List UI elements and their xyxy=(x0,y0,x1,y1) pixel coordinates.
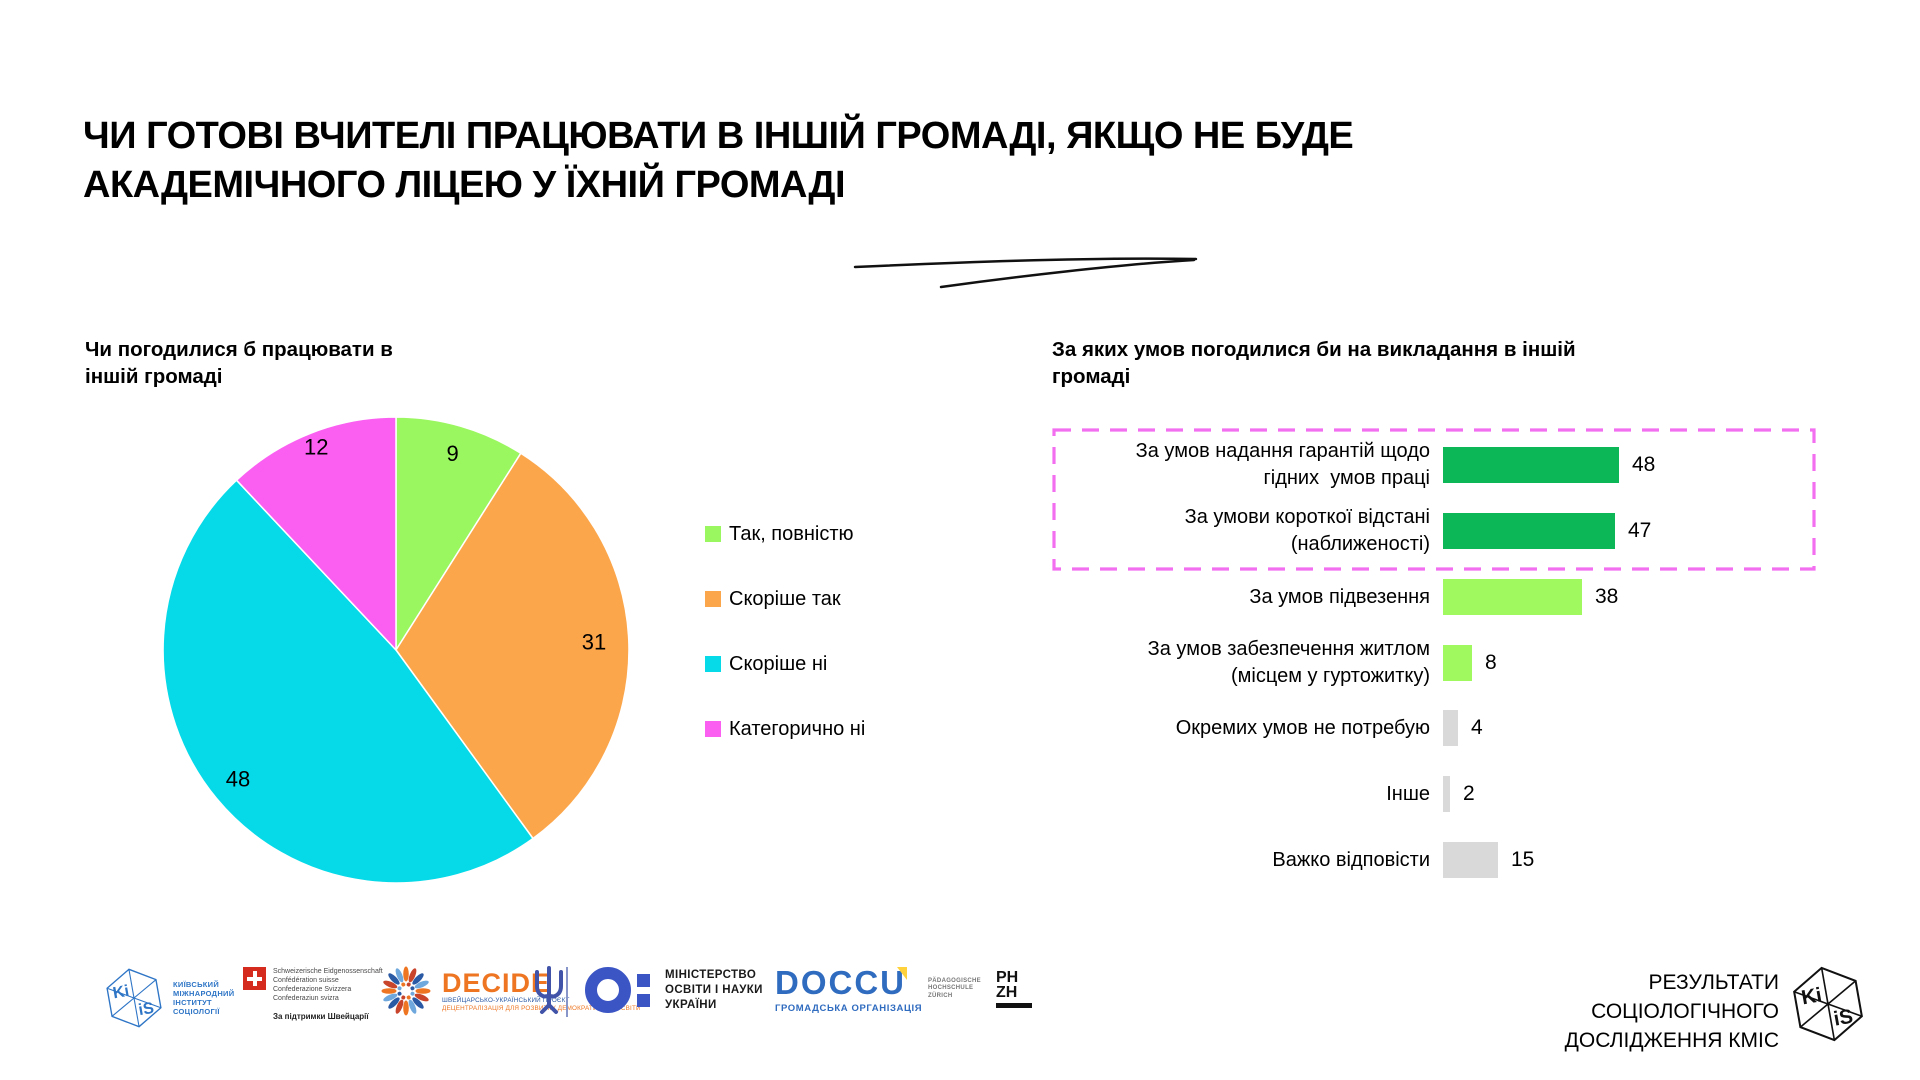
swiss-flag-icon xyxy=(243,967,266,990)
bar-label: За умов забезпечення житлом (місцем у гу… xyxy=(1147,638,1430,687)
source-note-text: РЕЗУЛЬТАТИ СОЦІОЛОГІЧНОГО ДОСЛІДЖЕННЯ КМ… xyxy=(1564,971,1779,1052)
bar-value-label: 8 xyxy=(1485,651,1497,674)
kiis-logo: Ki iS КИЇВСЬКИЙ МІЖНАРОДНИЙ ІНСТИТУТ СОЦІ… xyxy=(103,965,234,1031)
phzh-logo-text: PÄDAGOGISCHE HOCHSCHULE ZÜRICH xyxy=(928,977,981,999)
bar-value-label: 48 xyxy=(1632,453,1656,476)
doccu-logo-text: DOCCU xyxy=(775,964,907,1001)
bar-value-label: 2 xyxy=(1463,782,1475,805)
bar xyxy=(1443,776,1450,812)
svg-text:Ki: Ki xyxy=(1800,984,1824,1009)
bar-label: За умов надання гарантій щодо гідних умо… xyxy=(1135,440,1430,489)
bar-value-label: 47 xyxy=(1628,519,1652,542)
svg-text:Ki: Ki xyxy=(111,982,130,1003)
pie-slice xyxy=(162,479,535,884)
pie-value-label: 9 xyxy=(446,441,458,466)
highlight-box xyxy=(1052,428,1816,571)
phzh-underline xyxy=(996,1003,1032,1008)
swiss-support-text: За підтримки Швейцарії xyxy=(273,1012,369,1021)
pie-slice xyxy=(395,416,522,653)
doccu-yellow-wedge-icon xyxy=(897,967,907,980)
decide-logo-text: DECIDE xyxy=(442,968,551,998)
legend-item: Категорично ні xyxy=(705,717,865,741)
bar-label: Важко відповісти xyxy=(1272,848,1430,871)
pie-slice xyxy=(235,416,397,652)
svg-text:iS: iS xyxy=(1832,1006,1855,1031)
swiss-confederation-logo: Schweizerische Eidgenossenschaft Confédé… xyxy=(243,967,383,1021)
pie-chart: 9 31 48 12 xyxy=(160,407,632,893)
pie-chart-title: Чи погодилися б працювати в іншій громад… xyxy=(85,338,393,388)
underline-flourish-icon xyxy=(853,257,1198,289)
page-title: ЧИ ГОТОВІ ВЧИТЕЛІ ПРАЦЮВАТИ В ІНШІЙ ГРОМ… xyxy=(83,112,1423,210)
bar-label: За умови короткої відстані (наближеності… xyxy=(1184,506,1430,555)
ministry-circle-icon xyxy=(585,967,631,1013)
bar-chart-title: За яких умов погодилися би на викладання… xyxy=(1052,338,1576,388)
swiss-logo-text: Schweizerische Eidgenossenschaft Confédé… xyxy=(273,968,383,1002)
bar xyxy=(1443,447,1619,483)
legend-label: Категорично ні xyxy=(729,718,866,740)
pie-value-label: 12 xyxy=(304,434,328,459)
bar-value-label: 38 xyxy=(1595,585,1619,608)
ukraine-trident-icon xyxy=(528,963,570,1019)
doccu-logo: DOCCU ГРОМАДСЬКА ОРГАНІЗАЦІЯ xyxy=(775,964,923,1015)
pie-value-label: 48 xyxy=(226,767,250,792)
legend-item: Скоріше так xyxy=(705,587,865,611)
legend-item: Так, повністю xyxy=(705,522,865,546)
page-title-line1: ЧИ ГОТОВІ ВЧИТЕЛІ ПРАЦЮВАТИ В ІНШІЙ ГРОМ… xyxy=(83,115,1354,157)
footer-divider xyxy=(566,967,568,1017)
bar-value-label: 4 xyxy=(1471,716,1483,739)
pie-value-label: 31 xyxy=(582,630,606,655)
bar-label: Окремих умов не потребую xyxy=(1175,716,1430,739)
bar-value-label: 15 xyxy=(1511,848,1535,871)
bar xyxy=(1443,645,1472,681)
bar xyxy=(1443,579,1582,615)
legend-label: Скоріше ні xyxy=(729,653,828,675)
legend-label: Так, повністю xyxy=(729,523,854,545)
source-note: РЕЗУЛЬТАТИ СОЦІОЛОГІЧНОГО ДОСЛІДЖЕННЯ КМ… xyxy=(1555,962,1867,1055)
kiis-logo-text: КИЇВСЬКИЙ МІЖНАРОДНИЙ ІНСТИТУТ СОЦІОЛОГІ… xyxy=(173,980,235,1016)
doccu-sub-text: ГРОМАДСЬКА ОРГАНІЗАЦІЯ xyxy=(775,1003,923,1014)
legend-swatch xyxy=(705,526,721,542)
legend-swatch xyxy=(705,591,721,607)
decide-starburst-icon xyxy=(381,966,431,1016)
pie-slice xyxy=(395,452,630,840)
phzh-logo: PÄDAGOGISCHE HOCHSCHULE ZÜRICH PH ZH xyxy=(928,970,1032,1008)
ministry-colon-icon xyxy=(637,973,650,1007)
decide-sub-line1: ШВЕЙЦАРСЬКО-УКРАЇНСЬКИЙ ПРОЄКТ xyxy=(442,997,570,1004)
ministry-education-logo: МІНІСТЕРСТВО ОСВІТИ І НАУКИ УКРАЇНИ xyxy=(585,967,763,1013)
pie-legend: Так, повністю Скоріше так Скоріше ні Катего… xyxy=(705,522,865,741)
svg-text:iS: iS xyxy=(137,999,155,1019)
legend-swatch xyxy=(705,721,721,737)
legend-label: Скоріше так xyxy=(729,588,841,610)
page-title-line2: АКАДЕМІЧНОГО ЛІЦЕЮ У ЇХНІЙ ГРОМАДІ xyxy=(83,164,846,206)
bar-label: Інше xyxy=(1386,782,1430,805)
decide-sub-line2: ДЕЦЕНТРАЛІЗАЦІЯ ДЛЯ РОЗВИТКУ ДЕМОКРАТИЧН… xyxy=(442,1005,641,1012)
bar xyxy=(1443,710,1458,746)
decide-logo: DECIDE ШВЕЙЦАРСЬКО-УКРАЇНСЬКИЙ ПРОЄКТ ДЕ… xyxy=(378,963,641,1019)
legend-item: Скоріше ні xyxy=(705,652,865,676)
ministry-logo-text: МІНІСТЕРСТВО ОСВІТИ І НАУКИ УКРАЇНИ xyxy=(665,968,763,1011)
phzh-mark: PH ZH xyxy=(996,970,1032,1008)
legend-swatch xyxy=(705,656,721,672)
bar-chart: За умов надання гарантій щодо гідних умо… xyxy=(1052,418,1872,898)
bar-label: За умов підвезення xyxy=(1249,585,1430,608)
bar xyxy=(1443,513,1615,549)
bar xyxy=(1443,842,1498,878)
